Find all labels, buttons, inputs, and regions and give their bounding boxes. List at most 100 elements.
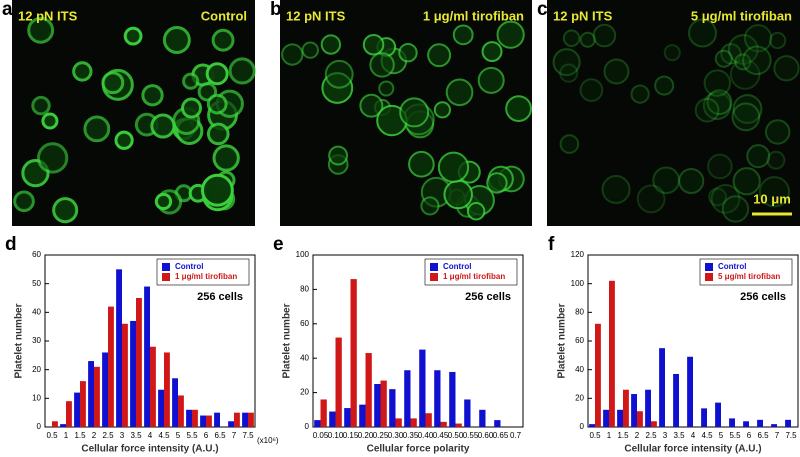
bar xyxy=(144,286,150,427)
cell xyxy=(694,97,720,123)
x-tick-label: 5 xyxy=(719,431,724,440)
x-tick-label: 0.05 xyxy=(313,431,329,440)
bar xyxy=(158,389,164,427)
cell xyxy=(773,55,800,82)
cell xyxy=(687,18,717,48)
cell xyxy=(579,78,604,102)
legend-label: Control xyxy=(175,262,203,271)
cell xyxy=(101,71,125,95)
y-tick-label: 0 xyxy=(305,422,310,431)
bar xyxy=(200,415,206,427)
cell xyxy=(27,16,55,44)
x-tick-label: 0.20 xyxy=(358,431,374,440)
legend-label: 5 μg/ml tirofiban xyxy=(718,272,780,281)
bar xyxy=(603,409,609,427)
bar xyxy=(589,424,595,427)
x-tick-label: 0.35 xyxy=(403,431,419,440)
cell xyxy=(154,192,173,211)
bar xyxy=(419,349,426,427)
bar xyxy=(434,370,441,427)
cell xyxy=(636,184,666,214)
cell xyxy=(707,153,733,180)
cell xyxy=(720,43,742,65)
force-label: 12 pN ITS xyxy=(553,8,613,23)
cell xyxy=(212,144,240,172)
x-tick-label: 2.5 xyxy=(645,431,657,440)
bar xyxy=(74,392,80,427)
cell xyxy=(162,26,191,54)
y-tick-label: 50 xyxy=(32,279,41,288)
x-axis-title: Cellular force intensity (A.U.) xyxy=(81,444,218,455)
cell xyxy=(359,93,384,118)
x-tick-label: 7 xyxy=(232,431,237,440)
bar xyxy=(329,411,336,427)
y-tick-label: 10 xyxy=(32,393,41,402)
cell xyxy=(505,95,533,122)
y-axis-title: Platelet number xyxy=(14,303,25,378)
panel-letter: a xyxy=(2,0,13,20)
cell xyxy=(601,174,631,205)
bar xyxy=(380,380,387,427)
y-tick-label: 40 xyxy=(300,353,309,362)
x-tick-label: 2 xyxy=(635,431,640,440)
legend-swatch xyxy=(430,273,438,281)
cell xyxy=(678,167,705,195)
panel-letter: f xyxy=(548,234,555,255)
cell xyxy=(437,151,470,183)
cell xyxy=(83,115,111,143)
cell xyxy=(362,33,385,56)
cell xyxy=(702,91,732,120)
cell xyxy=(562,29,581,48)
bar xyxy=(314,420,321,427)
cell xyxy=(320,34,342,55)
bar xyxy=(771,424,777,427)
bar xyxy=(609,280,615,427)
bar xyxy=(94,366,100,427)
cell xyxy=(652,166,680,195)
bar xyxy=(479,409,486,427)
cell xyxy=(703,69,732,97)
cell xyxy=(710,183,741,214)
y-axis-title: Platelet number xyxy=(557,303,568,378)
bar xyxy=(164,352,170,427)
bar xyxy=(172,378,178,427)
cell xyxy=(708,187,728,207)
cell xyxy=(420,196,440,216)
y-tick-label: 20 xyxy=(32,365,41,374)
x-multiplier: (x10⁶) xyxy=(257,436,279,445)
panel-letter: e xyxy=(273,234,284,255)
x-tick-label: 3 xyxy=(120,431,125,440)
bar xyxy=(404,370,411,427)
y-tick-label: 100 xyxy=(296,250,310,259)
x-tick-label: 4 xyxy=(691,431,696,440)
cell xyxy=(398,43,418,63)
cell xyxy=(727,34,759,65)
scale-bar-label: 10 μm xyxy=(753,191,791,206)
cell xyxy=(36,142,69,174)
bar xyxy=(234,412,240,427)
x-tick-label: 5.5 xyxy=(186,431,198,440)
micrograph xyxy=(547,0,800,226)
cell xyxy=(114,130,134,150)
cell xyxy=(301,41,319,59)
x-tick-label: 0.7 xyxy=(510,431,522,440)
y-tick-label: 60 xyxy=(300,319,309,328)
cell xyxy=(486,172,508,194)
x-tick-label: 4 xyxy=(148,431,153,440)
cell xyxy=(742,45,772,76)
condition-label: 5 μg/ml tirofiban xyxy=(691,8,792,23)
bar xyxy=(130,320,136,427)
legend-box xyxy=(699,258,793,286)
cell xyxy=(378,80,395,97)
bar xyxy=(365,353,372,427)
cell xyxy=(734,53,752,71)
bar xyxy=(122,323,128,427)
bar xyxy=(350,279,357,427)
bar xyxy=(108,306,114,427)
x-axis-title: Cellular force intensity (A.U.) xyxy=(624,444,761,455)
cell xyxy=(228,57,256,85)
plot-frame xyxy=(312,254,524,428)
bar xyxy=(242,412,248,427)
bar xyxy=(631,394,637,427)
